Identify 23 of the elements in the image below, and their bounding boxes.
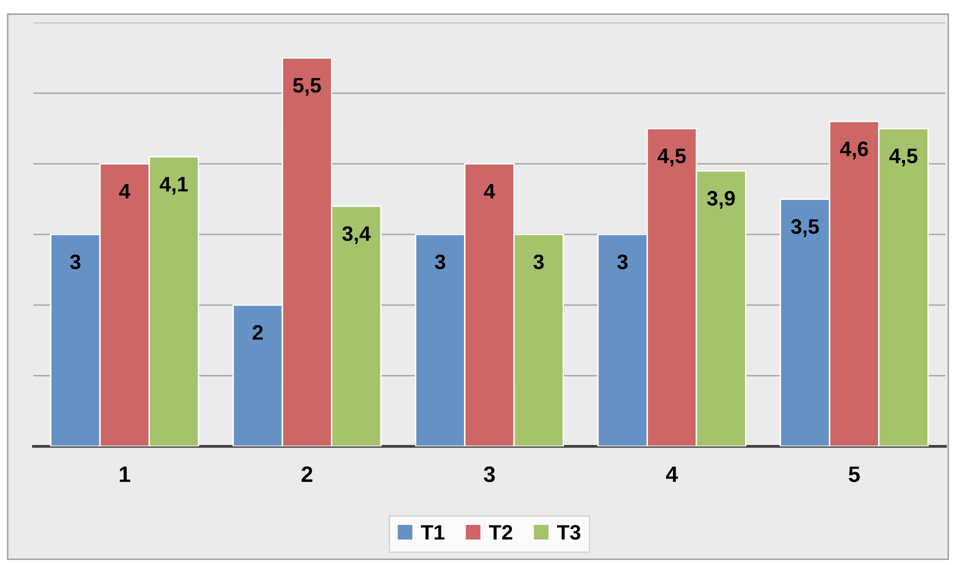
legend-label: T3 bbox=[557, 524, 580, 540]
data-label: 4,5 bbox=[889, 148, 918, 166]
data-label: 4,1 bbox=[160, 177, 188, 195]
data-label: 3 bbox=[434, 254, 446, 270]
x-tick-label: 4 bbox=[666, 466, 678, 482]
x-tick-label: 2 bbox=[302, 466, 312, 482]
data-label: 3,9 bbox=[707, 190, 735, 209]
data-label: 2 bbox=[252, 325, 263, 340]
data-label: 3 bbox=[617, 254, 628, 270]
data-label: 4,5 bbox=[658, 148, 686, 166]
legend-label: T1 bbox=[420, 525, 444, 540]
data-label: 3,5 bbox=[790, 219, 819, 237]
x-tick-label: 5 bbox=[848, 466, 860, 482]
data-label: 3 bbox=[70, 254, 80, 270]
x-tick-label: 1 bbox=[120, 466, 130, 482]
legend-label: T2 bbox=[488, 524, 512, 540]
data-label: 4 bbox=[484, 184, 496, 198]
data-label: 4 bbox=[119, 184, 130, 198]
data-label: 5,5 bbox=[293, 78, 321, 96]
data-label: 3 bbox=[533, 254, 544, 270]
data-label: 4,6 bbox=[840, 141, 868, 160]
data-label: 3,4 bbox=[342, 226, 371, 244]
x-tick-label: 3 bbox=[484, 466, 495, 482]
